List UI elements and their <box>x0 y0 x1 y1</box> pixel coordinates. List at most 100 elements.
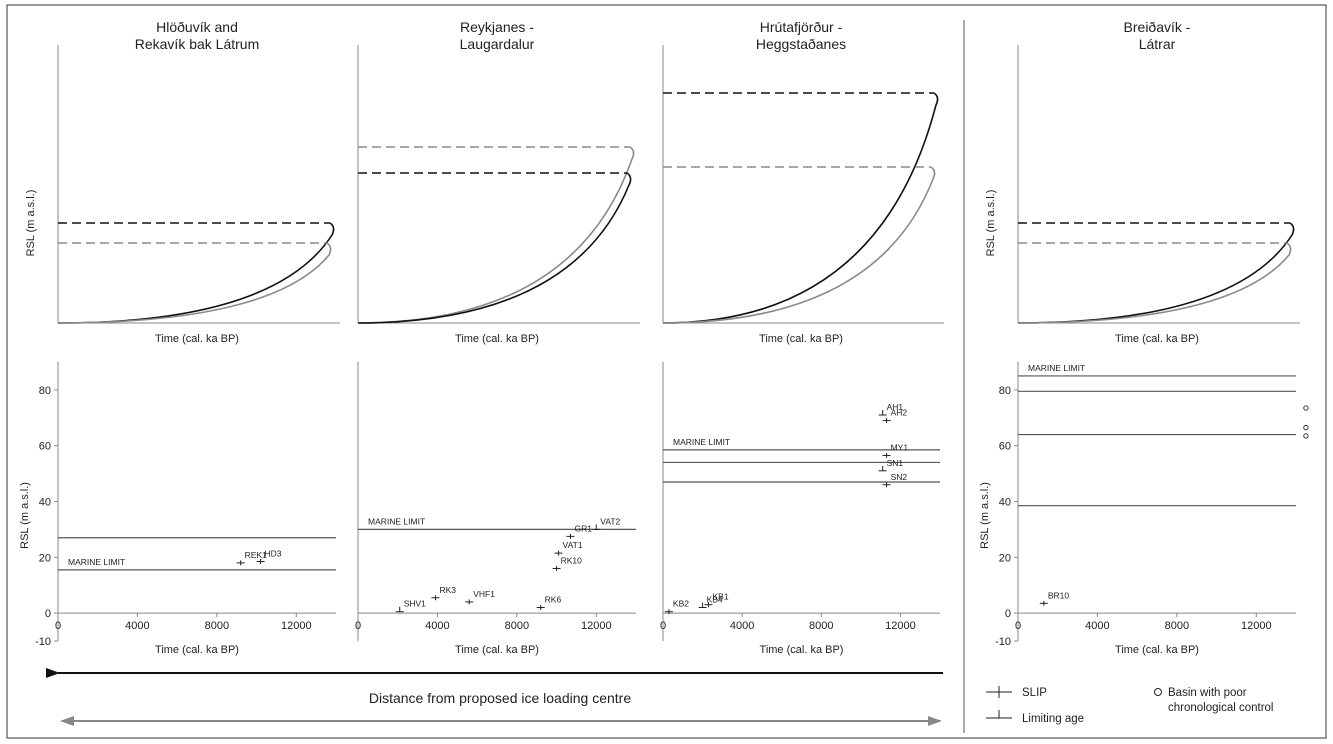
bottom-3-point-label-SN1: SN1 <box>887 458 904 468</box>
bottom-4-x-label: Time (cal. ka BP) <box>1115 644 1199 656</box>
bottom-3-point-MY1 <box>882 452 891 458</box>
bottom-4-y-tick-label--10: -10 <box>995 636 1011 648</box>
bottom-3-point-label-AH1: AH1 <box>887 402 904 412</box>
bottom-4-x-tick-label-4000: 4000 <box>1085 620 1109 632</box>
bottom-4-point-circle-1 <box>1303 405 1309 411</box>
bottom-1-x-tick-label-8000: 8000 <box>205 620 229 632</box>
bottom-1-y-tick-label-80: 80 <box>39 385 51 397</box>
bottom-3-point-SN2 <box>882 482 891 488</box>
bottom-2-point-GR1 <box>566 533 575 539</box>
bottom-2-marine-limit-label: MARINE LIMIT <box>368 516 425 526</box>
bottom-2-point-VAT1 <box>554 550 563 556</box>
bottom-1-y-tick-label-60: 60 <box>39 441 51 453</box>
legend-basin-label-2: chronological control <box>1168 702 1273 714</box>
top-4-y-label: RSL (m a.s.l.) <box>985 190 997 257</box>
legend-slip-icon <box>986 686 1012 698</box>
bottom-1-point-label-HD3: HD3 <box>265 548 282 558</box>
top-1-title-line-2: Rekavík bak Látrum <box>135 36 260 52</box>
top-3-rsl-curve-2 <box>662 166 936 324</box>
bottom-4-y-tick-label-20: 20 <box>999 552 1011 564</box>
bottom-3-x-tick-label-12000: 12000 <box>885 620 916 632</box>
bottom-2-point-RK10 <box>552 565 561 571</box>
bottom-1-point-label-REK1: REK1 <box>245 550 267 560</box>
bottom-3-point-label-MY1: MY1 <box>891 442 909 452</box>
bottom-4-point-basin-2 <box>1303 424 1309 431</box>
top-3-title-line-2: Heggstaðanes <box>756 36 846 52</box>
bottom-1-point-REK1 <box>236 560 245 566</box>
top-4-rsl-curve-2 <box>1017 242 1292 324</box>
bottom-1-y-label: RSL (m a.s.l.) <box>19 482 31 549</box>
bottom-2-point-label-SHV1: SHV1 <box>404 599 426 609</box>
bottom-2-point-label-VAT2: VAT2 <box>600 516 620 526</box>
bottom-4-point-basin-1 <box>1303 405 1309 411</box>
bottom-3-x-tick-label-8000: 8000 <box>809 620 833 632</box>
bottom-1-y-tick-label-0: 0 <box>45 608 51 620</box>
top-2-title-line-1: Reykjanes - <box>460 19 534 35</box>
legend-basin-label-1: Basin with poor <box>1168 687 1247 699</box>
bottom-2-point-label-RK10: RK10 <box>561 555 583 565</box>
bottom-1-x-tick-label-12000: 12000 <box>281 620 312 632</box>
bottom-2-x-tick-label-4000: 4000 <box>425 620 449 632</box>
bottom-2-x-tick-label-12000: 12000 <box>581 620 612 632</box>
top-2-x-label: Time (cal. ka BP) <box>455 333 539 345</box>
top-2-rsl-curve-1 <box>357 146 635 324</box>
bottom-1-y-tick-label--10: -10 <box>35 636 51 648</box>
bottom-1-x-label: Time (cal. ka BP) <box>155 644 239 656</box>
bottom-2-point-VAT2 <box>592 524 601 530</box>
bottom-3-point-label-KB2: KB2 <box>673 599 689 609</box>
bottom-4-point-basin-3 <box>1303 433 1309 439</box>
bottom-3-point-KB1 <box>704 602 713 608</box>
bottom-3-point-label-KB4: KB4 <box>707 595 723 605</box>
bottom-1-y-tick-label-20: 20 <box>39 552 51 564</box>
bottom-2-point-VHF1 <box>465 599 474 605</box>
bottom-3-point-KB2 <box>664 609 673 615</box>
bottom-4-point-circle-3 <box>1303 433 1309 439</box>
bottom-2-point-label-GR1: GR1 <box>574 523 592 533</box>
bottom-4-marine-limit-label: MARINE LIMIT <box>1028 363 1085 373</box>
bottom-3-x-tick-label-4000: 4000 <box>730 620 754 632</box>
top-4-rsl-curve-1 <box>1017 222 1295 324</box>
bottom-4-y-tick-label-60: 60 <box>999 441 1011 453</box>
top-2-rsl-curve-2 <box>357 172 632 324</box>
bottom-2-x-label: Time (cal. ka BP) <box>455 644 539 656</box>
bottom-2-point-RK6 <box>536 605 545 611</box>
top-1-title-line-1: Hlöðuvík and <box>156 19 238 35</box>
bottom-4-y-label: RSL (m a.s.l.) <box>979 482 991 549</box>
bottom-3-point-label-SN2: SN2 <box>891 472 908 482</box>
bottom-4-x-tick-label-8000: 8000 <box>1165 620 1189 632</box>
bottom-1-x-tick-label-4000: 4000 <box>125 620 149 632</box>
bottom-3-point-AH1 <box>878 410 887 416</box>
top-3-x-label: Time (cal. ka BP) <box>759 333 843 345</box>
bottom-3-point-label-AH2: AH2 <box>891 408 908 418</box>
distance-label: Distance from proposed ice loading centr… <box>369 690 631 706</box>
legend: SLIP Limiting age Basin with poor chrono… <box>986 686 1273 725</box>
legend-slip-label: SLIP <box>1022 687 1047 699</box>
top-1-rsl-curve-1 <box>57 222 335 324</box>
bottom-4-point-BR10 <box>1039 600 1048 606</box>
top-1-x-label: Time (cal. ka BP) <box>155 333 239 345</box>
bottom-2-point-SHV1 <box>395 606 404 613</box>
bottom-2-point-label-VHF1: VHF1 <box>473 589 495 599</box>
bottom-3-x-label: Time (cal. ka BP) <box>760 644 844 656</box>
bottom-4-x-tick-label-0: 0 <box>1015 620 1021 632</box>
bottom-1-x-tick-label-0: 0 <box>55 620 61 632</box>
bottom-2-x-tick-label-8000: 8000 <box>505 620 529 632</box>
bottom-2-x-tick-label-0: 0 <box>355 620 361 632</box>
bottom-2-point-label-VAT1: VAT1 <box>563 540 583 550</box>
bottom-4-y-tick-label-80: 80 <box>999 385 1011 397</box>
bottom-4-y-tick-label-40: 40 <box>999 497 1011 509</box>
top-4-title-line-1: Breiðavík - <box>1124 19 1191 35</box>
bottom-1-point-HD3 <box>256 558 265 564</box>
top-1-y-label: RSL (m a.s.l.) <box>25 190 37 257</box>
bottom-4-y-tick-label-0: 0 <box>1005 608 1011 620</box>
bottom-3-point-AH2 <box>882 418 891 424</box>
legend-basin-icon <box>1154 688 1162 696</box>
top-4-title-line-2: Látrar <box>1139 36 1176 52</box>
bottom-2-point-label-RK3: RK3 <box>439 585 456 595</box>
top-3-title-line-1: Hrútafjörður - <box>760 19 843 35</box>
top-1-rsl-curve-2 <box>57 242 332 324</box>
legend-limiting-label: Limiting age <box>1022 713 1084 725</box>
bottom-3-x-tick-label-0: 0 <box>660 620 666 632</box>
